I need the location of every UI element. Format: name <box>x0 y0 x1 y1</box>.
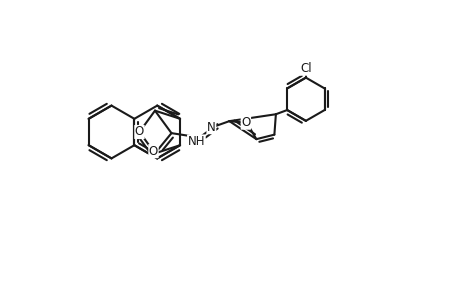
Text: N: N <box>207 121 215 134</box>
Text: NH: NH <box>187 135 205 148</box>
Text: Cl: Cl <box>299 62 311 75</box>
Text: O: O <box>241 116 250 129</box>
Text: O: O <box>149 145 158 158</box>
Text: O: O <box>134 125 144 139</box>
